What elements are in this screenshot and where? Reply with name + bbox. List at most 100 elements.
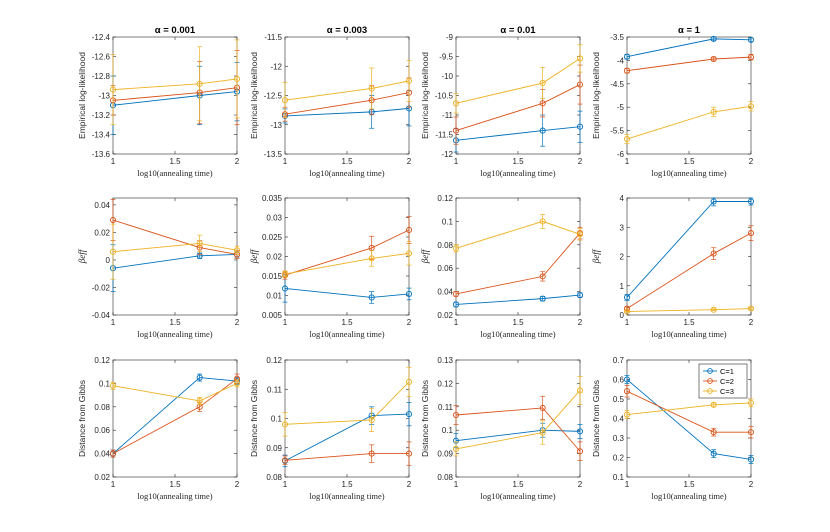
legend: C=1C=2C=3 xyxy=(698,363,748,399)
data-point xyxy=(710,450,717,457)
y-tick-label: 0.12 xyxy=(437,379,453,388)
series-C=3 xyxy=(452,376,584,457)
x-axis-label: log10(annealing time) xyxy=(309,491,384,501)
data-point xyxy=(405,290,413,297)
data-point xyxy=(109,216,117,224)
data-point xyxy=(452,127,460,134)
x-axis-label: log10(annealing time) xyxy=(309,329,384,339)
data-point xyxy=(405,77,413,84)
data-point xyxy=(281,97,289,104)
y-tick-label: -3.5 xyxy=(610,33,624,42)
data-point xyxy=(233,247,241,254)
x-axis-label: log10(annealing time) xyxy=(309,168,384,178)
data-point xyxy=(747,399,755,406)
data-point xyxy=(233,75,241,82)
y-tick-label: 0.7 xyxy=(613,356,625,365)
x-tick-label: 1.5 xyxy=(512,318,524,327)
y-tick-label: 0.09 xyxy=(437,450,453,459)
x-tick-label: 2 xyxy=(407,157,412,166)
data-point xyxy=(623,308,631,315)
series-C=3 xyxy=(109,379,241,405)
y-tick-label: 0.035 xyxy=(262,194,283,203)
y-tick-label: -13 xyxy=(270,121,282,130)
data-point xyxy=(576,428,584,435)
y-tick-label: 0.02 xyxy=(94,228,110,237)
data-point xyxy=(710,250,717,257)
series-C=1 xyxy=(452,292,584,308)
series-C=2 xyxy=(623,385,755,439)
x-axis-label: log10(annealing time) xyxy=(480,168,555,178)
y-tick-label: -13.5 xyxy=(264,150,283,159)
y-tick-label: -10.5 xyxy=(435,92,454,101)
y-tick-label: 4 xyxy=(620,194,625,203)
data-point xyxy=(405,450,413,457)
subplot-r0-c0: 1 1.5 2 -13.6 -13.4 -13.2 -13 -12.8 -12.6 -12.4 α … xyxy=(77,25,241,178)
y-axis-label: βeff xyxy=(591,248,601,264)
data-point xyxy=(405,226,413,234)
series-C=3 xyxy=(281,60,413,119)
y-tick-label: 0.2 xyxy=(613,454,625,463)
data-point xyxy=(747,198,755,205)
x-tick-label: 1 xyxy=(283,157,288,166)
y-tick-label: -12.6 xyxy=(92,53,111,62)
x-tick-label: 1 xyxy=(625,157,630,166)
x-axis-label: log10(annealing time) xyxy=(480,491,555,501)
data-point xyxy=(405,378,413,385)
y-tick-label: -4 xyxy=(617,56,625,65)
x-tick-label: 1 xyxy=(454,157,459,166)
subplot-title: α = 0.001 xyxy=(155,25,196,36)
y-tick-label: -13 xyxy=(98,92,110,101)
y-tick-label: 0 xyxy=(106,256,111,265)
y-axis-label: Empirical log-likelihood xyxy=(591,52,601,139)
data-point xyxy=(368,255,375,262)
axes-box xyxy=(455,36,581,155)
y-tick-label: 1 xyxy=(620,282,625,291)
y-tick-label: 0.06 xyxy=(94,426,110,435)
data-point xyxy=(539,218,546,225)
x-tick-label: 1.5 xyxy=(512,480,524,489)
y-tick-label: 0.12 xyxy=(94,356,110,365)
x-tick-label: 2 xyxy=(235,157,240,166)
legend-marker xyxy=(707,388,713,394)
y-tick-label: 0.1 xyxy=(613,473,625,482)
series-C=3 xyxy=(452,44,584,114)
y-tick-label: -12 xyxy=(441,150,453,159)
y-tick-label: 0.3 xyxy=(613,434,625,443)
y-tick-label: 0.4 xyxy=(613,415,625,424)
y-tick-label: 0.04 xyxy=(94,201,110,210)
y-tick-label: -5 xyxy=(617,103,625,112)
series-C=1 xyxy=(623,197,755,301)
data-point xyxy=(576,231,584,238)
data-point xyxy=(452,290,460,297)
series-C=3 xyxy=(281,241,413,278)
subplot-r0-c3: 1 1.5 2 -6 -5.5 -5 -4.5 -4 -3.5 α = 1 log10(anneal… xyxy=(591,25,755,178)
y-tick-label: 0.03 xyxy=(266,214,282,223)
x-axis-label: log10(annealing time) xyxy=(137,329,212,339)
y-tick-label: 0.1 xyxy=(442,217,454,226)
x-tick-label: 2 xyxy=(235,480,240,489)
axes-box xyxy=(284,36,410,155)
y-axis-label: Distance from Gibbs xyxy=(249,380,259,457)
x-tick-label: 2 xyxy=(407,480,412,489)
y-tick-label: -9.5 xyxy=(439,53,453,62)
series-C=2 xyxy=(452,395,584,461)
y-tick-label: 0.005 xyxy=(262,311,283,320)
y-tick-label: -9 xyxy=(446,33,454,42)
data-point xyxy=(623,388,631,395)
y-tick-label: -4.5 xyxy=(610,80,624,89)
legend-marker xyxy=(707,378,713,384)
data-point xyxy=(539,127,546,134)
series-C=3 xyxy=(623,101,755,145)
y-tick-label: 3 xyxy=(620,223,625,232)
x-axis-label: log10(annealing time) xyxy=(137,168,212,178)
x-tick-label: 2 xyxy=(407,318,412,327)
axes-box xyxy=(626,197,752,316)
y-axis-label: Empirical log-likelihood xyxy=(420,52,430,139)
y-axis-label: βeff xyxy=(77,248,87,264)
x-tick-label: 1.5 xyxy=(169,157,181,166)
y-tick-label: 0.13 xyxy=(437,356,453,365)
x-tick-label: 1 xyxy=(111,480,116,489)
data-point xyxy=(710,108,717,115)
